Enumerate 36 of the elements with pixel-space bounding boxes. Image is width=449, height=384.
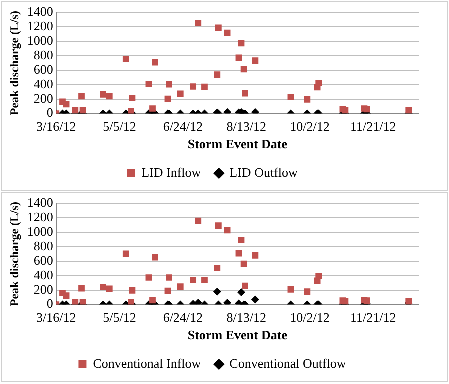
- y-tick-label: 1000: [27, 33, 54, 48]
- y-tick-label: 600: [34, 62, 54, 77]
- y-tick-label: 1400: [27, 4, 54, 20]
- x-tick-label: 8/13/12: [226, 310, 266, 326]
- y-tick-label: 800: [34, 238, 54, 254]
- y-tick-label: 800: [34, 48, 54, 63]
- legend-label: LID Outflow: [230, 164, 299, 180]
- x-tick-label: 3/16/12: [36, 119, 76, 134]
- x-axis-title: Storm Event Date: [188, 136, 288, 152]
- legend-label: Conventional Inflow: [93, 356, 202, 371]
- y-axis-title: Peak discharge (L/s): [7, 202, 22, 307]
- y-tick-label: 600: [34, 252, 54, 268]
- legend-label: Conventional Outflow: [230, 356, 347, 371]
- x-tick-label: 11/21/12: [350, 119, 396, 134]
- x-tick-label: 3/16/12: [36, 310, 76, 326]
- y-tick-label: 200: [34, 90, 54, 106]
- x-tick-label: 10/2/12: [290, 310, 330, 326]
- y-tick-label: 1000: [27, 224, 54, 240]
- y-axis-title: Peak discharge (L/s): [7, 10, 22, 116]
- y-tick-label: 0: [46, 296, 54, 312]
- x-tick-label: 6/24/12: [163, 310, 204, 326]
- x-tick-label: 10/2/12: [290, 119, 330, 134]
- x-axis-title: Storm Event Date: [188, 328, 288, 343]
- x-tick-label: 5/5/12: [103, 310, 136, 326]
- y-tick-label: 0: [46, 105, 54, 120]
- x-tick-label: 5/5/12: [103, 119, 136, 134]
- x-tick-label: 11/21/12: [350, 310, 396, 326]
- y-tick-label: 1200: [27, 210, 54, 225]
- y-tick-label: 1400: [27, 195, 54, 210]
- y-tick-label: 1200: [27, 18, 54, 34]
- y-tick-label: 400: [34, 76, 54, 92]
- y-tick-label: 400: [34, 267, 54, 282]
- x-tick-label: 6/24/12: [163, 119, 204, 134]
- y-tick-label: 200: [34, 282, 54, 297]
- x-tick-label: 8/13/12: [226, 119, 266, 134]
- legend-label: LID Inflow: [142, 164, 202, 180]
